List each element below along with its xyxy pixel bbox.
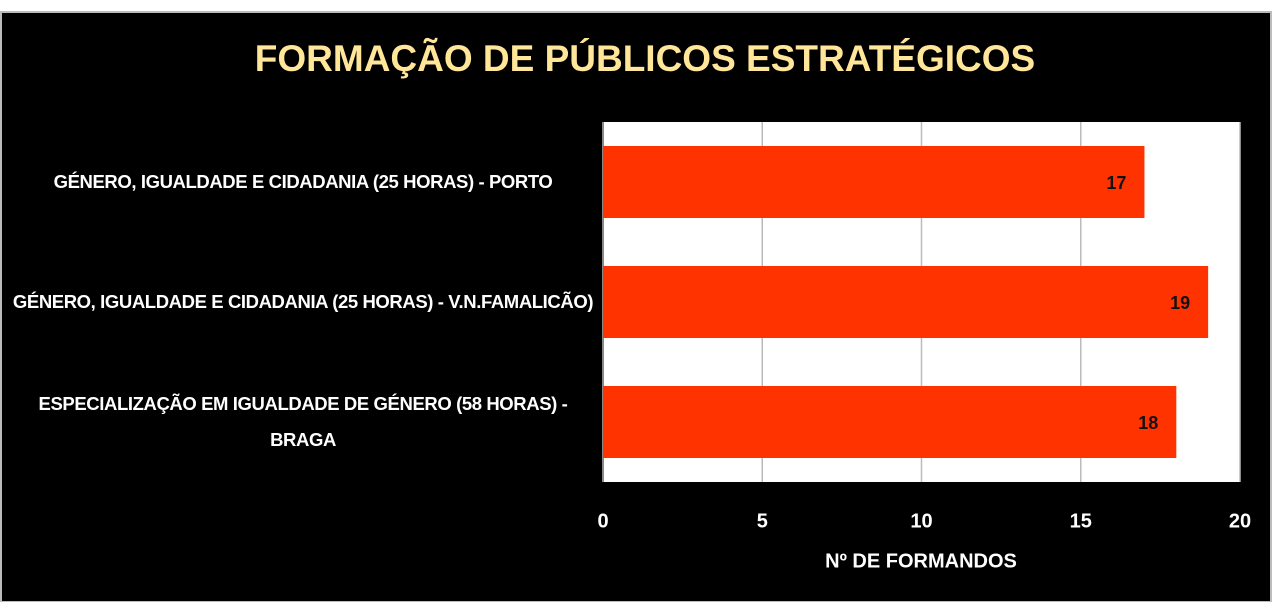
x-tick-label: 5 — [757, 510, 768, 532]
bar — [603, 386, 1177, 458]
bar — [603, 146, 1145, 218]
x-tick-label: 20 — [1229, 510, 1251, 532]
x-tick-label: 15 — [1070, 510, 1092, 532]
y-tick-label: ESPECIALIZAÇÃO EM IGUALDADE DE GÉNERO (5… — [38, 393, 568, 450]
y-tick-label: GÉNERO, IGUALDADE E CIDADANIA (25 HORAS)… — [53, 171, 553, 192]
chart-title: FORMAÇÃO DE PÚBLICOS ESTRATÉGICOS — [255, 37, 1035, 79]
x-axis-label: Nº DE FORMANDOS — [825, 550, 1017, 572]
data-label: 17 — [1106, 173, 1126, 193]
data-label: 19 — [1170, 293, 1190, 313]
x-tick-label: 10 — [910, 510, 932, 532]
y-tick-label: GÉNERO, IGUALDADE E CIDADANIA (25 HORAS)… — [12, 291, 594, 312]
x-tick-label: 0 — [597, 510, 608, 532]
data-label: 18 — [1138, 413, 1158, 433]
bar — [603, 266, 1209, 338]
